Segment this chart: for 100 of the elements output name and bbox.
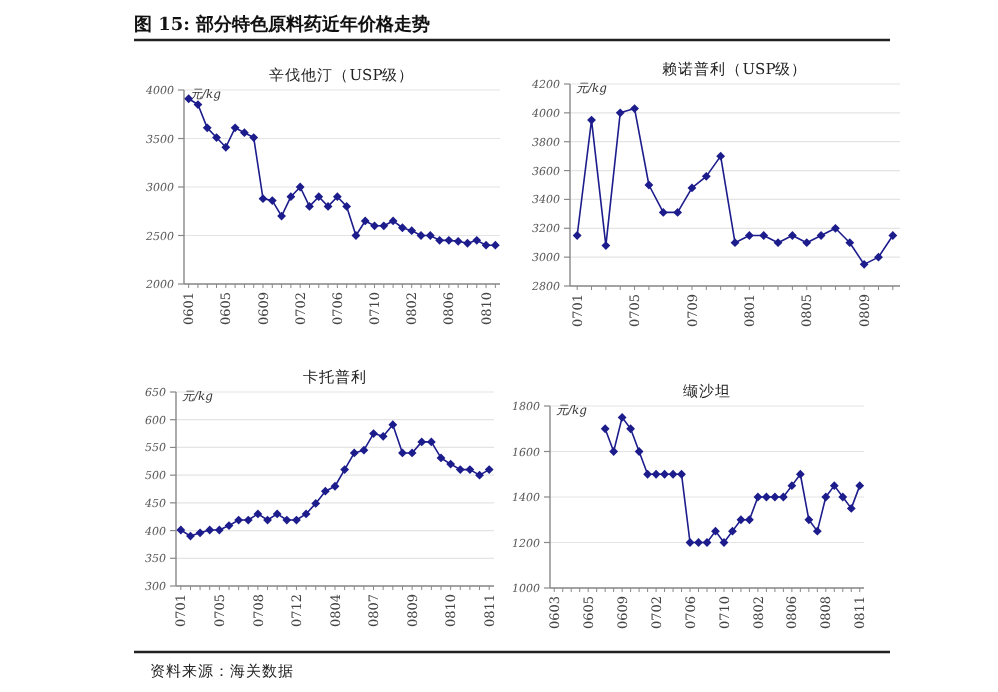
point (484, 465, 494, 474)
point (753, 492, 763, 502)
point (444, 235, 454, 245)
point (311, 499, 321, 508)
point (212, 133, 221, 142)
point (778, 492, 788, 502)
point (490, 240, 500, 250)
point (370, 221, 379, 231)
point (176, 525, 186, 535)
point (205, 525, 215, 535)
point (360, 216, 370, 226)
point (744, 231, 754, 240)
point (388, 216, 398, 226)
point (193, 100, 203, 109)
point (282, 515, 292, 525)
point (221, 142, 231, 152)
point (601, 241, 611, 250)
point (759, 231, 769, 240)
point (349, 448, 359, 458)
point (694, 538, 703, 547)
point (634, 447, 644, 456)
point (323, 202, 333, 211)
point (701, 171, 711, 181)
point (369, 429, 378, 438)
point (626, 424, 636, 434)
point (728, 526, 737, 536)
point (407, 226, 417, 236)
point (874, 252, 883, 262)
point (286, 192, 296, 202)
point (295, 182, 305, 192)
point (330, 481, 340, 491)
point (711, 526, 720, 536)
point (802, 238, 812, 248)
point (301, 509, 311, 519)
point (812, 526, 822, 536)
point (787, 481, 797, 491)
caption: 图 15: 部分特色原料药近年价格走势 (134, 14, 431, 36)
point (267, 196, 277, 205)
point (795, 469, 805, 479)
point (455, 465, 465, 474)
point (425, 231, 435, 240)
point (379, 221, 389, 231)
point (845, 238, 855, 248)
point (888, 231, 898, 240)
point (855, 481, 865, 491)
point (230, 123, 240, 133)
point (426, 437, 436, 447)
point (846, 503, 856, 513)
point (417, 437, 427, 447)
point (243, 515, 253, 525)
point (388, 420, 398, 430)
point (838, 492, 848, 502)
point (630, 104, 639, 113)
point (340, 465, 350, 474)
point (617, 412, 627, 422)
point (736, 515, 746, 525)
point (660, 469, 669, 479)
point (658, 208, 668, 217)
point (821, 492, 831, 502)
point (615, 108, 625, 118)
point (600, 424, 610, 434)
point (332, 192, 342, 202)
point (272, 509, 282, 519)
point (453, 236, 463, 246)
point (475, 470, 484, 480)
point (435, 235, 444, 245)
point (446, 459, 456, 469)
point (730, 238, 740, 248)
point (463, 238, 472, 248)
point (378, 431, 388, 441)
point (677, 469, 686, 479)
point (305, 202, 314, 211)
point (277, 211, 286, 221)
point (202, 123, 212, 133)
point (745, 515, 754, 525)
point (186, 531, 195, 541)
point (644, 180, 654, 190)
point (234, 515, 244, 525)
point (787, 231, 797, 240)
point (773, 238, 783, 248)
point (651, 469, 661, 479)
point (398, 223, 407, 233)
point (762, 492, 771, 502)
point (249, 133, 259, 142)
point (831, 223, 840, 233)
point (643, 469, 652, 479)
point (359, 445, 369, 455)
point (320, 486, 330, 496)
point (472, 235, 482, 245)
point (214, 525, 224, 535)
point (481, 240, 491, 250)
point (253, 509, 263, 519)
point (687, 183, 697, 193)
point (195, 528, 205, 538)
point (859, 259, 869, 269)
point (668, 469, 678, 479)
point (342, 202, 352, 211)
point (673, 208, 683, 217)
point (465, 465, 475, 474)
point (609, 447, 619, 456)
